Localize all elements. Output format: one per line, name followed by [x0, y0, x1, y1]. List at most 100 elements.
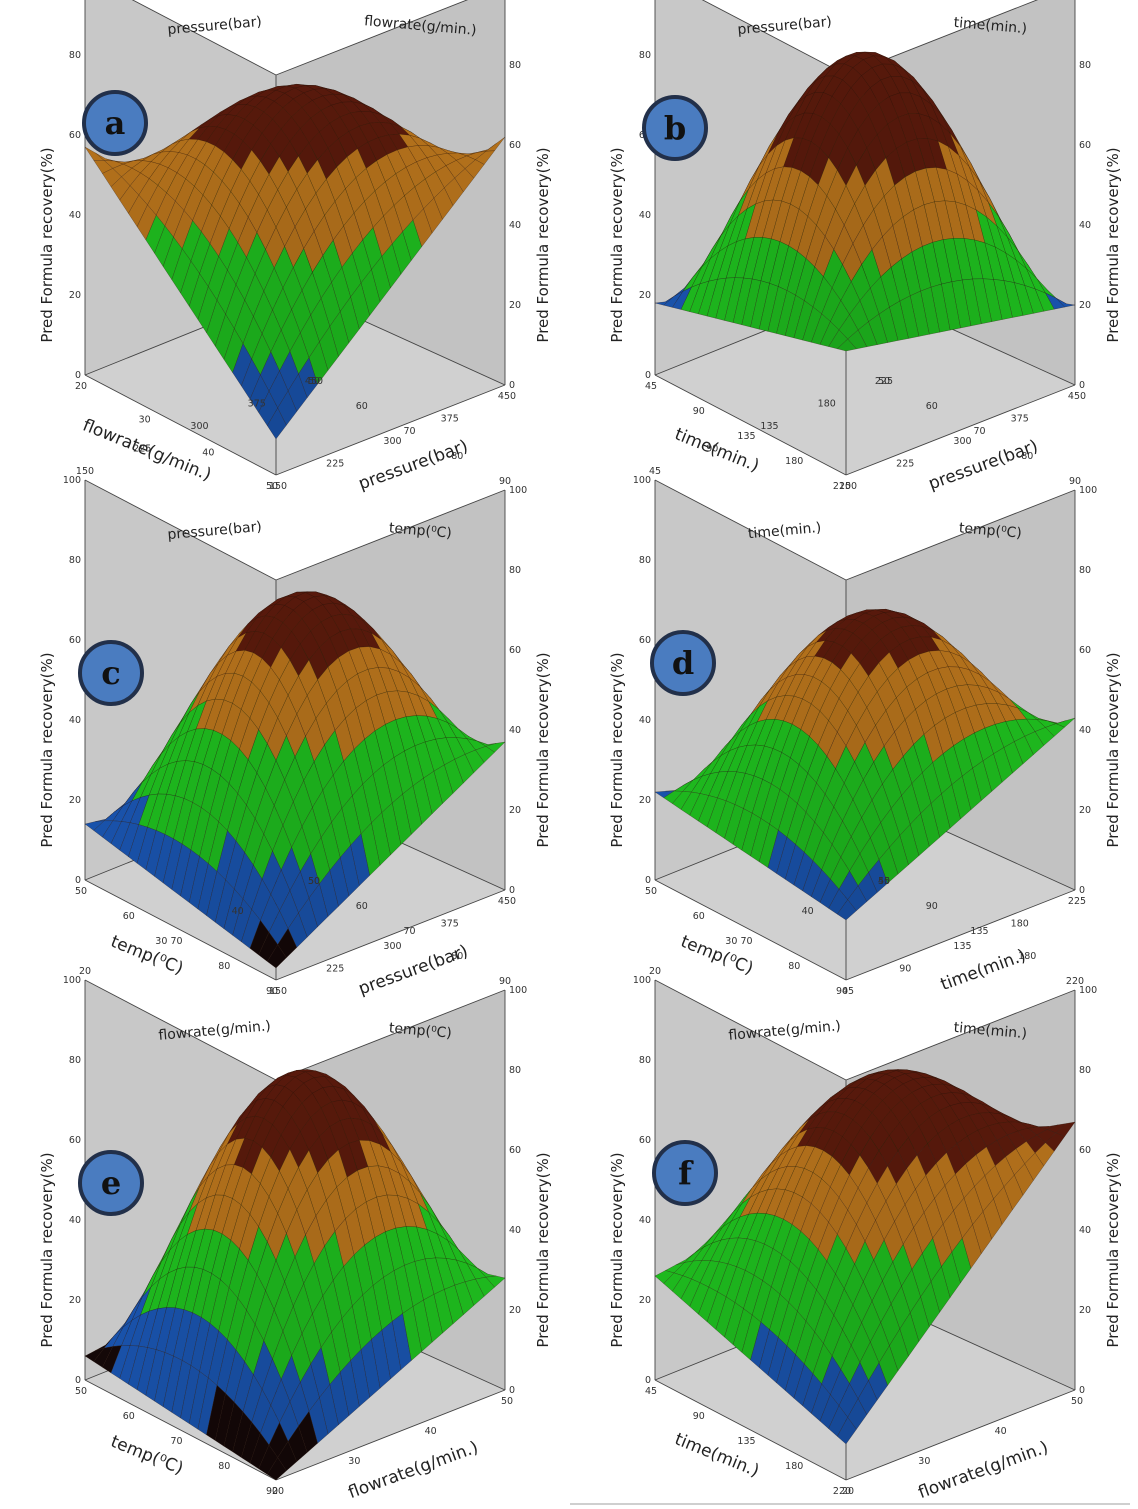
surface-plot-f: 0 0 20 20 40 40 60 60 80 80 100 100 20 20 30 30 40 40 50 50…	[570, 876, 1130, 1505]
y-tick-top: 135	[970, 926, 988, 937]
x-tick-floor: 300	[953, 436, 971, 447]
y-tick-top: 220	[1066, 976, 1084, 987]
x-tick-floor: 50	[501, 1396, 513, 1407]
x-tick-top: 50	[308, 876, 320, 887]
x-axis-label: time(min.)	[938, 946, 1029, 995]
y-tick-top: 60	[356, 401, 368, 412]
x-tick-floor: 225	[1068, 896, 1086, 907]
y-tick-floor: 135	[737, 1436, 755, 1447]
z-tick-right: 40	[1079, 1225, 1091, 1236]
z-tick-left: 40	[69, 1215, 81, 1226]
z-axis-label-right: Pred Formula recovery(%)	[1104, 652, 1122, 847]
footer-rule	[570, 1503, 1130, 1505]
z-tick-left: 0	[645, 370, 651, 381]
x-tick-floor: 225	[896, 459, 914, 470]
z-tick-left: 60	[639, 635, 651, 646]
z-tick-right: 60	[1079, 140, 1091, 151]
x-tick-floor: 300	[383, 941, 401, 952]
y-tick-top: 50	[308, 376, 320, 387]
z-tick-right: 40	[509, 220, 521, 231]
x-tick-floor: 40	[425, 1426, 437, 1437]
y-tick-floor: 45	[645, 381, 657, 392]
x-axis-label: pressure(bar)	[926, 436, 1041, 494]
surface-plot-d: 0 0 20 20 40 40 60 60 80 80 100 100 45 45 90 90 135 135 18…	[570, 376, 1130, 1005]
frame-top-left	[131, 0, 277, 76]
z-tick-left: 80	[69, 555, 81, 566]
x-tick-floor: 375	[441, 414, 459, 425]
z-tick-left: 60	[639, 1135, 651, 1146]
x-tick-top: 30	[155, 936, 167, 947]
z-tick-right: 0	[1079, 380, 1085, 391]
z-axis-label-left: Pred Formula recovery(%)	[608, 147, 626, 342]
z-tick-right: 40	[1079, 220, 1091, 231]
z-tick-left: 0	[75, 1375, 81, 1386]
x-tick-floor: 135	[953, 941, 971, 952]
y-tick-floor: 90	[693, 1411, 705, 1422]
y-tick-floor: 40	[202, 448, 214, 459]
z-tick-left: 60	[69, 1135, 81, 1146]
x-tick-floor: 180	[1011, 919, 1029, 930]
plot-canvas: 0020204040606080801001001501502252253003…	[38, 376, 552, 999]
z-axis-label-left: Pred Formula recovery(%)	[608, 652, 626, 847]
frame-top-left	[654, 979, 847, 1081]
y-tick-floor: 80	[218, 961, 230, 972]
x-tick-top: 150	[76, 466, 94, 477]
y-axis-label-top: time(min.)	[953, 15, 1028, 37]
frame-floor-left	[654, 879, 847, 981]
z-tick-right: 40	[1079, 725, 1091, 736]
z-tick-right: 20	[1079, 805, 1091, 816]
z-tick-right: 100	[509, 985, 527, 996]
y-tick-top: 90	[926, 901, 938, 912]
surface-plot-c: 0 0 20 20 40 40 60 60 80 80 100 100 150 150 225 225 300 3…	[0, 376, 560, 1005]
surface-cell	[836, 338, 857, 352]
z-tick-right: 0	[509, 885, 515, 896]
z-tick-left: 20	[639, 290, 651, 301]
surface-plot-e: 0 0 20 20 40 40 60 60 80 80 100 100 20 20 30 30 40 40 50 50…	[0, 876, 560, 1505]
z-tick-right: 20	[1079, 1305, 1091, 1316]
z-tick-right: 40	[509, 725, 521, 736]
x-tick-top: 40	[802, 906, 814, 917]
z-tick-left: 0	[645, 875, 651, 886]
z-tick-left: 100	[63, 975, 81, 986]
frame-top-left	[701, 0, 847, 76]
frame-top-right	[845, 989, 1076, 1081]
y-tick-floor: 220	[833, 1486, 851, 1497]
x-tick-floor: 225	[326, 964, 344, 975]
x-tick-floor: 300	[383, 436, 401, 447]
y-tick-floor: 90	[693, 406, 705, 417]
z-tick-right: 80	[1079, 1065, 1091, 1076]
surface-cell	[836, 899, 857, 921]
x-tick-floor: 450	[498, 896, 516, 907]
x-tick-floor: 375	[1011, 414, 1029, 425]
frame-floor-right	[275, 889, 506, 981]
z-tick-left: 80	[69, 50, 81, 61]
y-tick-top: 60	[926, 401, 938, 412]
z-tick-right: 100	[509, 485, 527, 496]
plot-canvas: 0020204040606080801001001501502252253003…	[38, 0, 552, 494]
surface-cell	[267, 944, 287, 969]
x-axis-label-top: flowrate(g/min.)	[158, 1018, 272, 1044]
z-tick-left: 40	[639, 715, 651, 726]
y-tick-top: 45	[878, 876, 890, 887]
y-tick-floor: 90	[266, 986, 278, 997]
z-tick-right: 60	[509, 1145, 521, 1156]
z-axis-label-right: Pred Formula recovery(%)	[1104, 1152, 1122, 1347]
y-tick-floor: 135	[737, 431, 755, 442]
plot-canvas: 0020204040606080801001002020303040405050…	[38, 876, 552, 1503]
z-axis-label-left: Pred Formula recovery(%)	[608, 1152, 626, 1347]
z-tick-left: 20	[639, 795, 651, 806]
x-axis-label: pressure(bar)	[356, 941, 471, 999]
z-tick-right: 80	[509, 1065, 521, 1076]
x-tick-top: 45	[649, 466, 661, 477]
y-tick-top: 60	[356, 901, 368, 912]
x-tick-top: 450	[305, 376, 323, 387]
plot-canvas: 0020204040606080801001002020303040405050…	[608, 876, 1122, 1503]
x-axis-label-top: flowrate(g/min.)	[728, 1018, 842, 1044]
x-tick-top: 300	[190, 421, 208, 432]
y-tick-top: 90	[1069, 476, 1081, 487]
y-axis-label-top: temp(⁰C)	[388, 1020, 452, 1041]
y-tick-floor: 50	[645, 886, 657, 897]
z-tick-left: 0	[75, 370, 81, 381]
y-tick-floor: 60	[123, 911, 135, 922]
x-tick-top: 90	[706, 444, 718, 455]
